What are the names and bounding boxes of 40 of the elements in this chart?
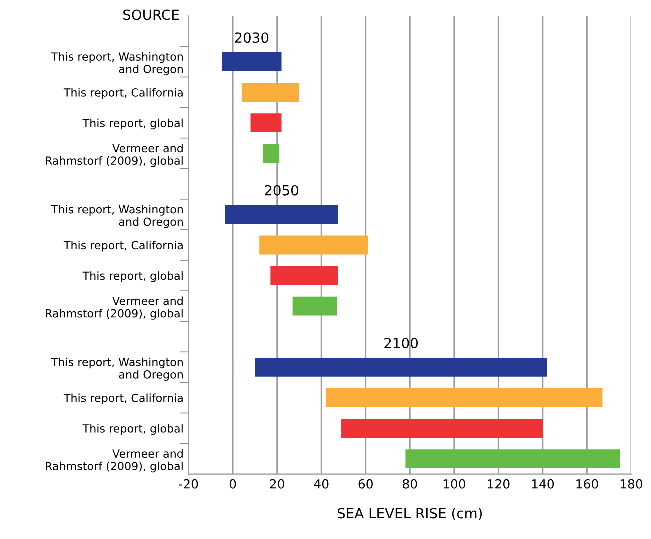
bar [255,358,548,377]
y-tick-label: This report, California [64,241,183,252]
x-tick-label: 100 [444,479,466,489]
y-tick-label: This report, California [64,394,183,404]
bar [262,144,280,164]
y-tick-label: This report, global [82,424,183,436]
x-tick-label: 20 [270,479,284,489]
bar [250,114,282,133]
y-tick-label: Vermeer and Rahmstorf (2009), global [46,449,183,473]
x-tick-label: 60 [358,479,373,489]
bar [326,388,603,408]
y-tick-label: This report, Washington and Oregon [51,52,183,76]
x-axis-title: SEA LEVEL RISE (cm) [338,508,482,520]
x-tick-label: 80 [403,479,418,489]
y-tick-label: This report, global [82,272,183,282]
y-axis-title: SOURCE [124,10,180,20]
bar [406,450,620,469]
y-tick-label: Vermeer and Rahmstorf (2009), global [46,144,183,168]
x-tick-label: 160 [576,479,598,489]
x-tick-label: 40 [314,479,329,489]
y-tick-label: Vermeer and Rahmstorf (2009), global [46,296,183,320]
y-tick-label: This report, global [82,118,183,130]
x-tick-label: 180 [620,479,643,489]
y-tick-label: This report, California [64,88,183,100]
annotation: 2050 [265,185,299,196]
x-tick-label: 120 [488,479,510,489]
annotation: 2030 [235,32,269,44]
annotation: 2100 [384,338,418,349]
bar [270,266,338,286]
x-tick-label: -20 [179,479,198,489]
x-tick-label: 140 [532,479,554,489]
y-tick-label: This report, Washington and Oregon [51,205,183,228]
x-tick-label: 0 [230,479,236,489]
bar [260,236,368,255]
bar [225,205,338,224]
bar [342,419,543,438]
bar [242,83,300,102]
y-tick-label: This report, Washington and Oregon [51,358,183,382]
bar [292,296,338,316]
bar [222,52,282,72]
